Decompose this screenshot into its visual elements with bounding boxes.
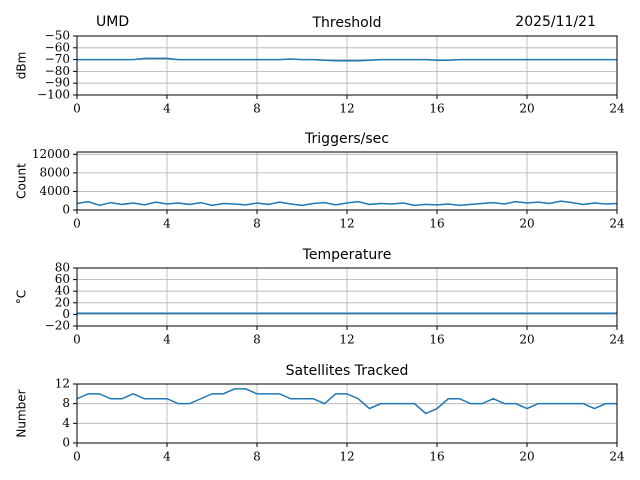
x-tick-label: 20 <box>519 102 534 116</box>
y-axis-label: °C <box>15 290 29 304</box>
x-tick-label: 12 <box>339 217 354 231</box>
chart-title: Triggers/sec <box>304 131 389 147</box>
plot-frame <box>76 383 618 444</box>
y-tick-label: −50 <box>45 29 70 43</box>
x-tick-label: 4 <box>163 217 171 231</box>
y-tick-label: −60 <box>45 40 70 54</box>
x-tick-label: 24 <box>609 450 625 464</box>
x-tick-label: 12 <box>339 333 354 347</box>
y-tick-label: 0 <box>62 307 70 321</box>
y-tick-label: 80 <box>55 261 70 275</box>
y-tick-label: 0 <box>62 436 70 450</box>
y-tick-label: −80 <box>45 64 70 78</box>
y-axis-label: Count <box>15 163 29 199</box>
x-tick-label: 16 <box>429 333 444 347</box>
x-tick-label: 16 <box>429 102 444 116</box>
series-line <box>77 57 617 62</box>
plot-frame <box>76 151 618 211</box>
plot-frame <box>76 35 618 96</box>
y-tick-label: 4 <box>62 416 70 430</box>
chart-title: Satellites Tracked <box>286 363 409 379</box>
x-tick-label: 8 <box>253 333 261 347</box>
y-tick-label: 4000 <box>39 184 70 198</box>
plot-frame <box>76 267 618 327</box>
x-tick-label: 4 <box>163 450 171 464</box>
y-tick-label: −90 <box>45 76 70 90</box>
x-tick-label: 24 <box>609 102 625 116</box>
header-left: UMD <box>96 14 129 30</box>
y-tick-label: −20 <box>45 319 70 333</box>
x-tick-label: 4 <box>163 102 171 116</box>
y-tick-label: 12000 <box>32 147 70 161</box>
x-tick-label: 0 <box>73 450 81 464</box>
x-tick-label: 8 <box>253 102 261 116</box>
y-axis-label: Number <box>15 389 29 437</box>
series-line <box>76 388 617 415</box>
y-tick-label: −70 <box>45 52 70 66</box>
x-tick-label: 12 <box>339 450 354 464</box>
x-tick-label: 4 <box>163 333 171 347</box>
y-tick-label: −100 <box>37 88 70 102</box>
header-right: 2025/11/21 <box>515 14 596 30</box>
y-tick-label: 8000 <box>39 165 70 179</box>
x-tick-label: 20 <box>519 450 534 464</box>
y-tick-label: 60 <box>55 272 70 286</box>
x-tick-label: 0 <box>73 217 81 231</box>
x-tick-label: 0 <box>73 102 81 116</box>
chart-title: Threshold <box>312 15 382 31</box>
x-tick-label: 0 <box>73 333 81 347</box>
x-tick-label: 16 <box>429 450 444 464</box>
x-tick-label: 24 <box>609 217 625 231</box>
chart-title: Temperature <box>302 247 392 263</box>
x-tick-label: 8 <box>253 217 261 231</box>
x-tick-label: 24 <box>609 333 625 347</box>
x-tick-label: 20 <box>519 333 534 347</box>
x-tick-label: 8 <box>253 450 261 464</box>
y-tick-label: 0 <box>62 203 70 217</box>
x-tick-label: 12 <box>339 102 354 116</box>
y-axis-label: dBm <box>15 52 29 80</box>
x-tick-label: 16 <box>429 217 444 231</box>
y-tick-label: 40 <box>55 284 70 298</box>
x-tick-label: 20 <box>519 217 534 231</box>
y-tick-label: 8 <box>62 396 70 410</box>
series-line <box>76 200 618 207</box>
y-tick-label: 20 <box>55 295 70 309</box>
y-tick-label: 12 <box>55 377 70 391</box>
